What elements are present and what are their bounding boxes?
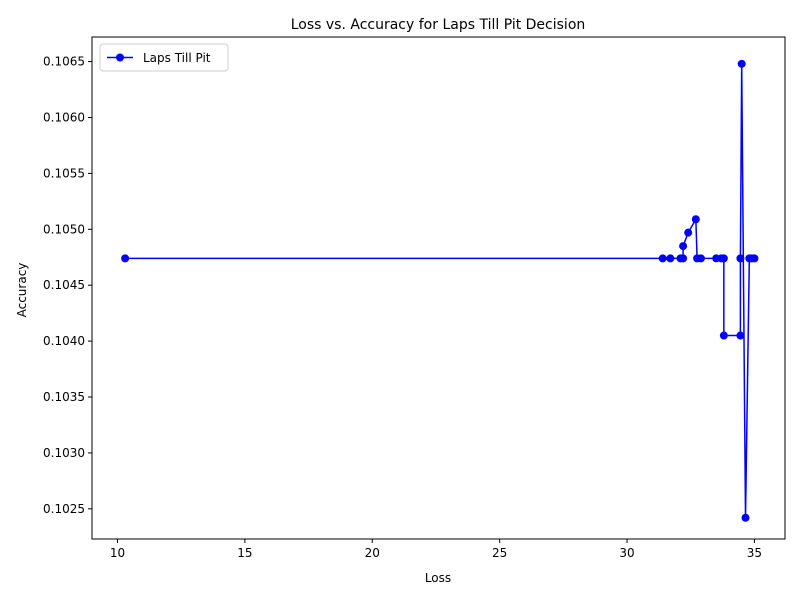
y-axis: 0.1025 0.1030 0.1035 0.1040 0.1045 0.1050 0.10… bbox=[43, 55, 92, 516]
x-axis: 10 15 20 25 30 35 bbox=[110, 539, 762, 560]
y-tick-label: 0.1050 bbox=[43, 222, 85, 236]
data-point bbox=[719, 254, 728, 263]
legend-marker-swatch bbox=[116, 53, 124, 62]
y-axis-label: Accuracy bbox=[15, 263, 29, 318]
chart-title: Loss vs. Accuracy for Laps Till Pit Deci… bbox=[291, 17, 586, 33]
series-layer bbox=[121, 59, 759, 522]
legend-box bbox=[99, 43, 229, 72]
data-point bbox=[658, 254, 667, 263]
x-tick-label: 15 bbox=[237, 546, 252, 560]
data-point bbox=[696, 254, 705, 263]
data-point bbox=[684, 228, 693, 237]
x-tick-label: 30 bbox=[619, 546, 634, 560]
x-tick-label: 20 bbox=[365, 546, 380, 560]
data-point bbox=[691, 215, 700, 224]
data-point bbox=[736, 331, 745, 340]
data-point bbox=[719, 331, 728, 340]
data-point bbox=[679, 242, 688, 251]
data-point bbox=[666, 254, 675, 263]
data-point bbox=[750, 254, 759, 263]
y-tick-label: 0.1040 bbox=[43, 334, 85, 348]
y-tick-label: 0.1055 bbox=[43, 166, 85, 180]
x-tick-label: 25 bbox=[492, 546, 507, 560]
x-axis-label: Loss bbox=[425, 571, 451, 585]
x-tick-label: 35 bbox=[747, 546, 762, 560]
x-tick-label: 10 bbox=[110, 546, 125, 560]
legend-label: Laps Till Pit bbox=[143, 51, 211, 65]
y-tick-label: 0.1025 bbox=[43, 502, 85, 516]
y-tick-label: 0.1060 bbox=[43, 110, 85, 124]
y-tick-label: 0.1035 bbox=[43, 390, 85, 404]
data-point bbox=[679, 254, 688, 263]
data-point bbox=[736, 254, 745, 263]
data-point bbox=[121, 254, 130, 263]
legend: Laps Till Pit bbox=[99, 43, 229, 72]
data-point bbox=[741, 513, 750, 522]
y-tick-label: 0.1065 bbox=[43, 55, 85, 69]
plot-frame bbox=[91, 36, 786, 540]
data-point bbox=[737, 59, 746, 68]
y-tick-label: 0.1030 bbox=[43, 446, 85, 460]
y-tick-label: 0.1045 bbox=[43, 278, 85, 292]
